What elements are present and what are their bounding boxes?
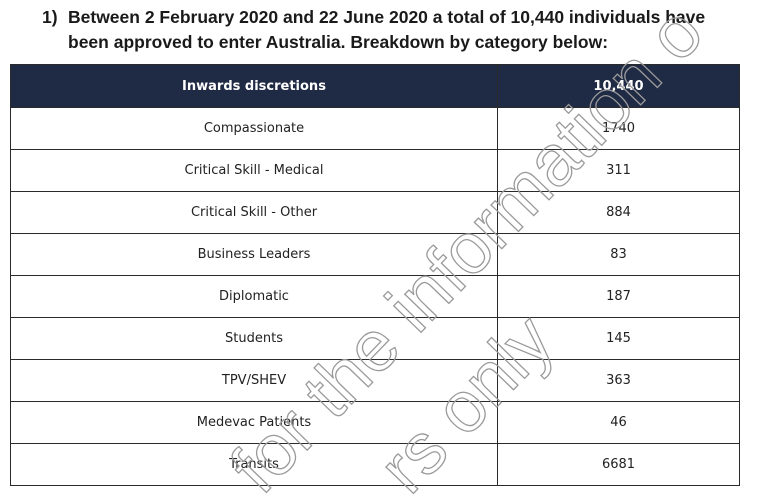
inwards-discretions-table: Inwards discretions 10,440 Compassionate… bbox=[10, 64, 740, 486]
row-value: 363 bbox=[497, 359, 740, 402]
row-value: 311 bbox=[497, 149, 740, 192]
heading-line-1: Between 2 February 2020 and 22 June 2020… bbox=[68, 7, 706, 27]
row-value: 884 bbox=[497, 191, 740, 234]
table-row: TPV/SHEV 363 bbox=[10, 359, 740, 402]
table-row: Business Leaders 83 bbox=[10, 233, 740, 276]
header-label: Inwards discretions bbox=[10, 64, 498, 108]
table-row: Critical Skill - Medical 311 bbox=[10, 149, 740, 192]
row-value: 1740 bbox=[497, 107, 740, 150]
question-number: 1) bbox=[42, 7, 58, 27]
heading-line-2: been approved to enter Australia. Breakd… bbox=[68, 32, 609, 52]
row-value: 46 bbox=[497, 401, 740, 444]
table-row: Students 145 bbox=[10, 317, 740, 360]
row-value: 145 bbox=[497, 317, 740, 360]
row-label: Transits bbox=[10, 443, 498, 486]
row-label: Critical Skill - Other bbox=[10, 191, 498, 234]
row-label: TPV/SHEV bbox=[10, 359, 498, 402]
row-label: Diplomatic bbox=[10, 275, 498, 318]
row-label: Medevac Patients bbox=[10, 401, 498, 444]
row-label: Critical Skill - Medical bbox=[10, 149, 498, 192]
table-row: Compassionate 1740 bbox=[10, 107, 740, 150]
table-row: Transits 6681 bbox=[10, 443, 740, 486]
table-header-row: Inwards discretions 10,440 bbox=[10, 64, 740, 108]
table-row: Medevac Patients 46 bbox=[10, 401, 740, 444]
table-row: Diplomatic 187 bbox=[10, 275, 740, 318]
header-total: 10,440 bbox=[497, 64, 740, 108]
row-label: Compassionate bbox=[10, 107, 498, 150]
row-value: 83 bbox=[497, 233, 740, 276]
row-label: Business Leaders bbox=[10, 233, 498, 276]
row-value: 6681 bbox=[497, 443, 740, 486]
table-row: Critical Skill - Other 884 bbox=[10, 191, 740, 234]
row-label: Students bbox=[10, 317, 498, 360]
row-value: 187 bbox=[497, 275, 740, 318]
